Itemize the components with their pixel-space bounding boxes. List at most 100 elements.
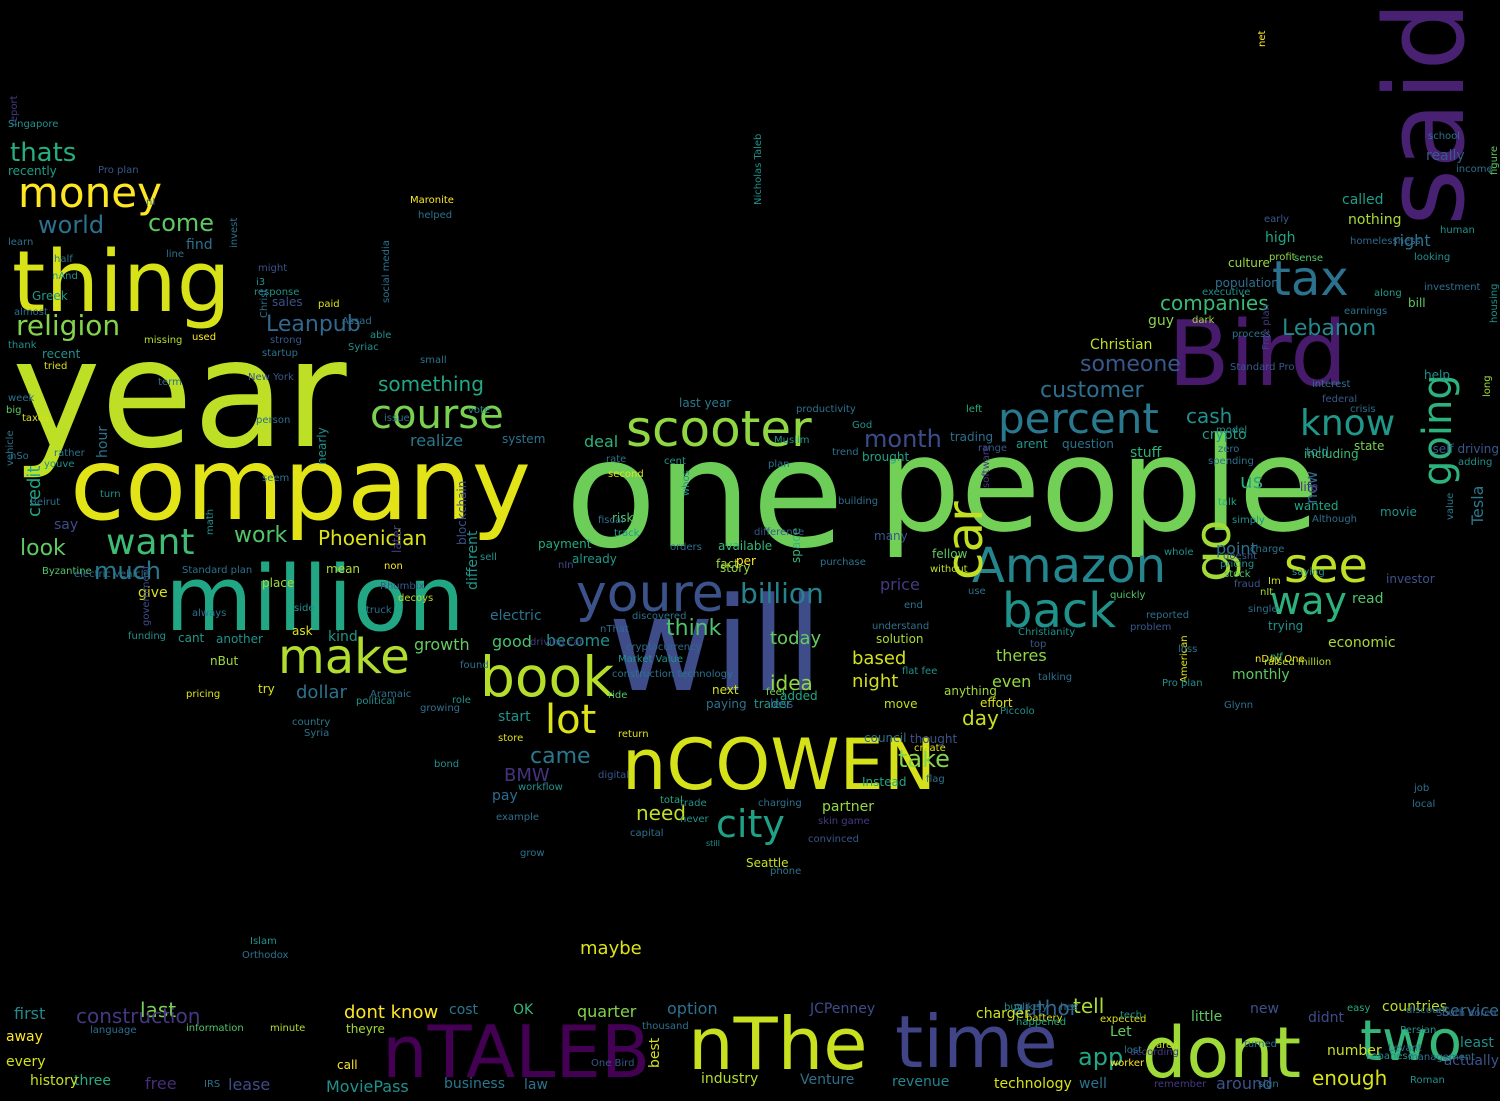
word-cloud-word: back — [1002, 583, 1117, 639]
word-cloud-word: small — [420, 355, 447, 366]
word-cloud-word: left — [966, 404, 983, 415]
word-cloud-word: crisis — [1350, 404, 1376, 415]
word-cloud-word: MoviePass — [326, 1077, 409, 1096]
word-cloud-word: payment — [538, 537, 592, 551]
word-cloud-word: Byzantine — [42, 566, 92, 577]
word-cloud-word: political — [356, 696, 396, 707]
word-cloud-word: process — [1232, 329, 1271, 340]
word-cloud-word: remember — [1154, 1079, 1207, 1090]
word-cloud-word: today — [770, 628, 822, 649]
word-cloud-word: sales — [272, 295, 303, 309]
word-cloud-word: plan — [768, 459, 790, 470]
word-cloud-word: capital — [630, 828, 664, 839]
word-cloud-word: Islam — [250, 936, 277, 947]
word-cloud-word: worker — [1110, 1058, 1145, 1069]
word-cloud-word: building — [838, 496, 879, 507]
word-cloud-word: didnt — [1308, 1010, 1345, 1026]
word-cloud-word: software — [981, 445, 992, 488]
word-cloud-word: recent — [42, 347, 81, 361]
word-cloud-word: tell — [1073, 994, 1105, 1018]
word-cloud-word: pay — [492, 788, 518, 804]
word-cloud-word: find — [186, 237, 213, 253]
word-cloud-word: discovered — [632, 611, 687, 622]
word-cloud-word: minute — [270, 1023, 306, 1034]
word-cloud-word: Lebanon — [1282, 316, 1377, 341]
word-cloud-word: option — [667, 999, 718, 1018]
word-cloud-word: Persian — [1400, 1025, 1437, 1036]
word-cloud-word: lease — [228, 1075, 271, 1094]
word-cloud-word: fact — [716, 557, 739, 571]
word-cloud-word: early — [1264, 214, 1290, 225]
word-cloud-word: nIt — [1260, 587, 1274, 598]
word-cloud-word: federal — [1322, 394, 1358, 405]
word-cloud-word: culture — [1228, 256, 1270, 270]
word-cloud-word: side — [294, 603, 315, 614]
word-cloud-word: came — [530, 744, 591, 769]
word-cloud-word: expected — [1100, 1014, 1147, 1025]
word-cloud-word: information — [186, 1023, 244, 1034]
word-cloud-word: according — [1130, 1047, 1179, 1058]
word-cloud-word: dark — [1192, 315, 1215, 326]
word-cloud-word: Instead — [862, 775, 907, 789]
word-cloud-word: partner — [822, 799, 874, 815]
word-cloud-word: always — [192, 608, 227, 619]
word-cloud-word: Tesla — [1468, 485, 1487, 525]
word-cloud-word: city — [716, 802, 785, 846]
word-cloud-word: industry — [701, 1071, 759, 1087]
word-cloud-word: trend — [832, 447, 859, 458]
word-cloud-word: talk — [1218, 497, 1237, 508]
word-cloud-word: price — [880, 575, 920, 594]
word-cloud-word: rate — [606, 454, 627, 465]
word-cloud-word: risk — [612, 511, 634, 525]
word-cloud-word: try — [258, 682, 275, 696]
word-cloud-word: stuff — [1130, 445, 1162, 461]
word-cloud-word: life — [1300, 480, 1319, 494]
word-cloud-word: charge — [1250, 544, 1285, 555]
word-cloud-word: buy — [1004, 1002, 1023, 1013]
word-cloud-word: found — [460, 660, 489, 671]
word-cloud-word: kind — [328, 629, 358, 645]
word-cloud-word: total — [660, 795, 683, 806]
word-cloud-word: paid — [318, 299, 340, 310]
word-cloud-word: turned — [1244, 1039, 1278, 1050]
word-cloud-word: ride — [608, 690, 628, 701]
word-cloud-word: start — [498, 709, 531, 725]
word-cloud-word: Pro plan — [1162, 678, 1203, 689]
word-cloud-word: model — [1216, 425, 1248, 436]
word-cloud-word: Rhumbix — [380, 581, 425, 592]
word-cloud-word: bond — [434, 759, 460, 770]
word-cloud-word: nAnd — [52, 271, 78, 282]
word-cloud-word: Orthodox — [242, 950, 289, 961]
word-cloud-word: social media — [381, 240, 392, 303]
word-cloud-word: mean — [326, 562, 361, 576]
word-cloud-word: New York — [248, 372, 294, 383]
word-cloud-word: billion — [740, 577, 824, 610]
word-cloud-word: Amazon — [972, 538, 1166, 594]
word-cloud-word: non — [384, 561, 403, 572]
word-cloud-word: Assad — [342, 316, 372, 327]
word-cloud-word: blockchain — [455, 480, 469, 545]
word-cloud-word: think — [666, 616, 722, 641]
word-cloud-word: around — [1216, 1074, 1273, 1093]
word-cloud-word: cash — [1186, 404, 1233, 428]
word-cloud-word: based — [852, 648, 907, 669]
word-cloud-word: technology — [994, 1076, 1072, 1092]
word-cloud-word: investment — [1424, 282, 1481, 293]
word-cloud-word: math — [205, 508, 216, 535]
word-cloud-word: economic — [1328, 635, 1396, 651]
word-cloud-word: read — [1352, 591, 1384, 607]
word-cloud-word: hes — [1060, 1002, 1078, 1013]
word-cloud-word: one — [565, 408, 845, 582]
word-cloud-word: place — [262, 576, 295, 590]
word-cloud-word: taxes — [22, 413, 50, 424]
word-cloud-word: likely — [1022, 1002, 1048, 1013]
word-cloud-word: Venture — [800, 1072, 855, 1088]
word-cloud-word: might — [258, 263, 288, 274]
word-cloud-word: Bird — [1168, 302, 1348, 407]
word-cloud-word: discount — [1406, 1005, 1449, 1016]
word-cloud-word: growth — [414, 635, 470, 654]
word-cloud-word: come — [148, 209, 215, 237]
word-cloud-word: world — [38, 211, 105, 239]
word-cloud-word: someone — [1080, 352, 1181, 377]
word-cloud-word: response — [254, 287, 300, 298]
